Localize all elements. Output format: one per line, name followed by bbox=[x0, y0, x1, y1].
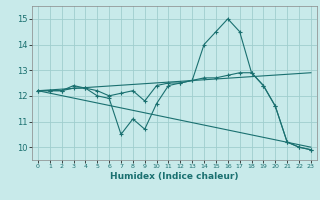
X-axis label: Humidex (Indice chaleur): Humidex (Indice chaleur) bbox=[110, 172, 239, 181]
